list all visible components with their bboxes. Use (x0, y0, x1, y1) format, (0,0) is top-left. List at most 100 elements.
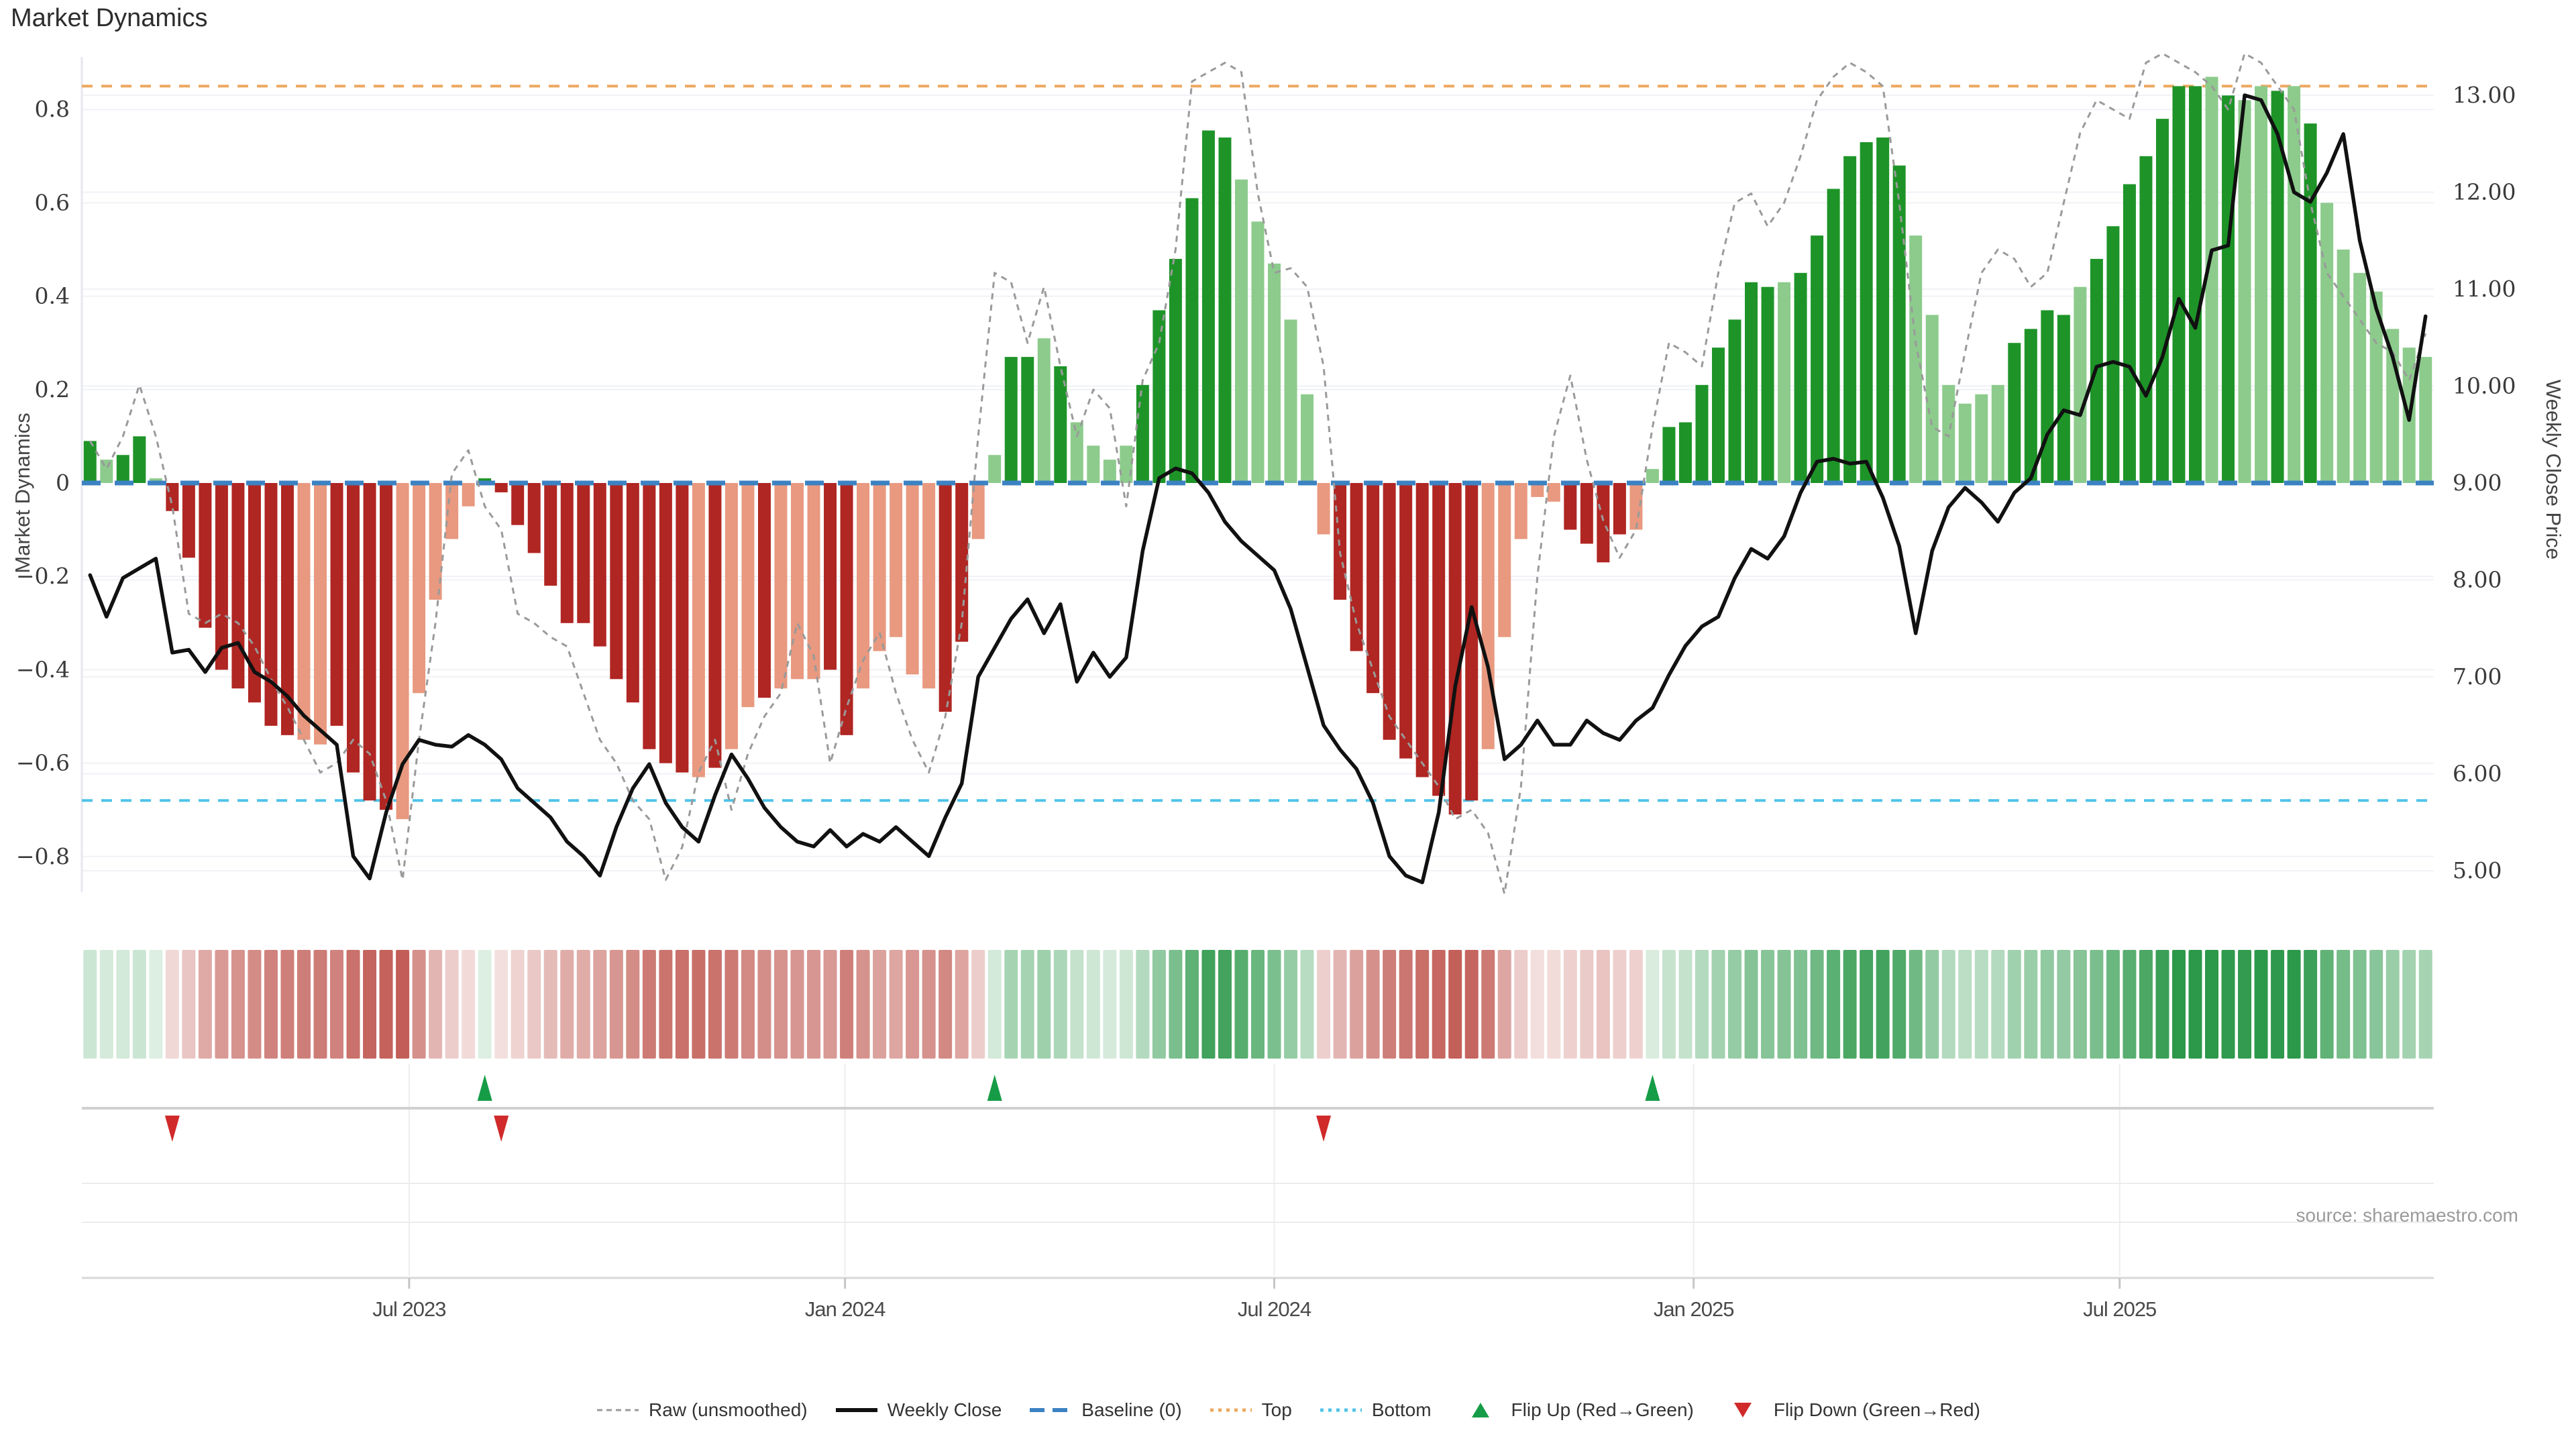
dynamics-bar (757, 483, 771, 698)
heatmap-cell (280, 950, 294, 1059)
dynamics-bar (280, 483, 294, 735)
legend-item-2[interactable]: Weekly Close (835, 1399, 1002, 1421)
legend-item-3[interactable]: Baseline (0) (1028, 1399, 1182, 1421)
heatmap-cell (560, 950, 574, 1059)
dynamics-bar (248, 483, 261, 703)
legend-item-4[interactable]: Top (1209, 1399, 1292, 1421)
dynamics-bar (314, 483, 327, 745)
dynamics-bar (2123, 184, 2136, 483)
dynamics-bar (938, 483, 952, 712)
dynamics-bar (857, 483, 870, 689)
heatmap-cell (1004, 950, 1018, 1059)
dynamics-bar (1334, 483, 1347, 600)
heatmap-cell (1086, 950, 1100, 1059)
heatmap-cell (1267, 950, 1281, 1059)
dynamics-bar (955, 483, 969, 642)
right-axis-tick-label: 12.00 (2453, 179, 2516, 205)
legend: Raw (unsmoothed) Weekly Close Baseline (0)… (0, 1399, 2576, 1421)
heatmap-cell (626, 950, 640, 1059)
dynamics-bar (2057, 315, 2070, 483)
heatmap-cell (1333, 950, 1347, 1059)
legend-item-label: Baseline (0) (1081, 1399, 1182, 1420)
dynamics-bar (824, 483, 837, 670)
heatmap-cell (1218, 950, 1232, 1059)
heatmap-cell (2418, 950, 2432, 1059)
dynamics-bar (774, 483, 788, 689)
dynamics-bar (1251, 221, 1265, 483)
dynamics-bar (264, 483, 278, 726)
heatmap-cell (1070, 950, 1084, 1059)
heatmap-cell (1020, 950, 1034, 1059)
dynamics-bar (2024, 329, 2037, 483)
dynamics-bar (1695, 384, 1709, 483)
legend-item-1[interactable]: Raw (unsmoothed) (596, 1399, 808, 1421)
legend-item-7[interactable]: Flip Down (Green→Red) (1721, 1399, 1980, 1421)
heatmap-cell (1136, 950, 1150, 1059)
dynamics-bar (988, 455, 1002, 483)
left-axis-tick-label: −0.6 (16, 750, 70, 776)
heatmap-cell (2106, 950, 2120, 1059)
heatmap-cell (1629, 950, 1643, 1059)
heatmap-cell (231, 950, 245, 1059)
heatmap-cell (922, 950, 936, 1059)
heatmap-cell (1464, 950, 1479, 1059)
dynamics-bar (347, 483, 360, 773)
dynamics-bar (1366, 483, 1380, 694)
dynamics-bar (380, 483, 393, 810)
heatmap-cell (264, 950, 278, 1059)
heatmap-cell (313, 950, 327, 1059)
dynamics-bar (413, 483, 426, 694)
dynamics-bar (511, 483, 525, 525)
dynamics-bar (396, 483, 409, 820)
left-axis-tick-label: 0.2 (35, 376, 70, 402)
dynamics-bar (2320, 203, 2334, 483)
weekly-close-line (88, 93, 2428, 885)
dynamics-bar (2074, 286, 2087, 483)
heatmap-cell (330, 950, 344, 1059)
heatmap-cell (1169, 950, 1183, 1059)
dynamics-bar (1728, 319, 1741, 483)
heatmap-cell (2287, 950, 2301, 1059)
dynamics-bar (2238, 100, 2251, 483)
heatmap-cell (659, 950, 673, 1059)
legend-item-5[interactable]: Bottom (1319, 1399, 1432, 1421)
heatmap-cell (576, 950, 590, 1059)
dynamics-bar (1070, 422, 1083, 483)
heatmap-cell (494, 950, 508, 1059)
heatmap-cell (1646, 950, 1660, 1059)
heatmap-cell (1794, 950, 1808, 1059)
legend-item-6[interactable]: Flip Up (Red→Green) (1458, 1399, 1694, 1421)
heatmap-cell (1152, 950, 1166, 1059)
dynamics-bar (1301, 394, 1314, 483)
legend-item-label: Top (1261, 1399, 1292, 1420)
heatmap-cell (773, 950, 788, 1059)
heatmap-cell (1037, 950, 1051, 1059)
heatmap-cell (1300, 950, 1314, 1059)
dynamics-bar (1547, 483, 1560, 502)
heatmap-cell (1991, 950, 2005, 1059)
dynamics-bar (1909, 235, 1923, 483)
dynamics-bar (1778, 282, 1791, 483)
heatmap-cell (1383, 950, 1397, 1059)
dynamics-bar (1284, 319, 1297, 483)
dynamics-bar (1580, 483, 1593, 544)
dynamics-bar (215, 483, 228, 670)
heatmap-cell (1514, 950, 1528, 1059)
heatmap-cell (511, 950, 525, 1059)
heatmap-cell (1711, 950, 1725, 1059)
dynamics-bar (429, 483, 442, 600)
heatmap-cell (2155, 950, 2169, 1059)
heatmap-cell (2320, 950, 2334, 1059)
heatmap-cell (1860, 950, 1874, 1059)
dynamics-bar (1054, 366, 1067, 483)
heatmap-cell (724, 950, 739, 1059)
dynamics-bar (708, 483, 722, 768)
left-axis-tick-label: −0.8 (16, 843, 70, 869)
left-axis-tick-label: −0.2 (16, 563, 70, 589)
dynamics-bar (2008, 343, 2021, 483)
left-axis-tick-label: 0.8 (35, 96, 70, 122)
heatmap-cell (906, 950, 920, 1059)
dynamics-bar (116, 455, 129, 483)
heatmap-cell (99, 950, 113, 1059)
dynamics-bar (1268, 263, 1281, 483)
